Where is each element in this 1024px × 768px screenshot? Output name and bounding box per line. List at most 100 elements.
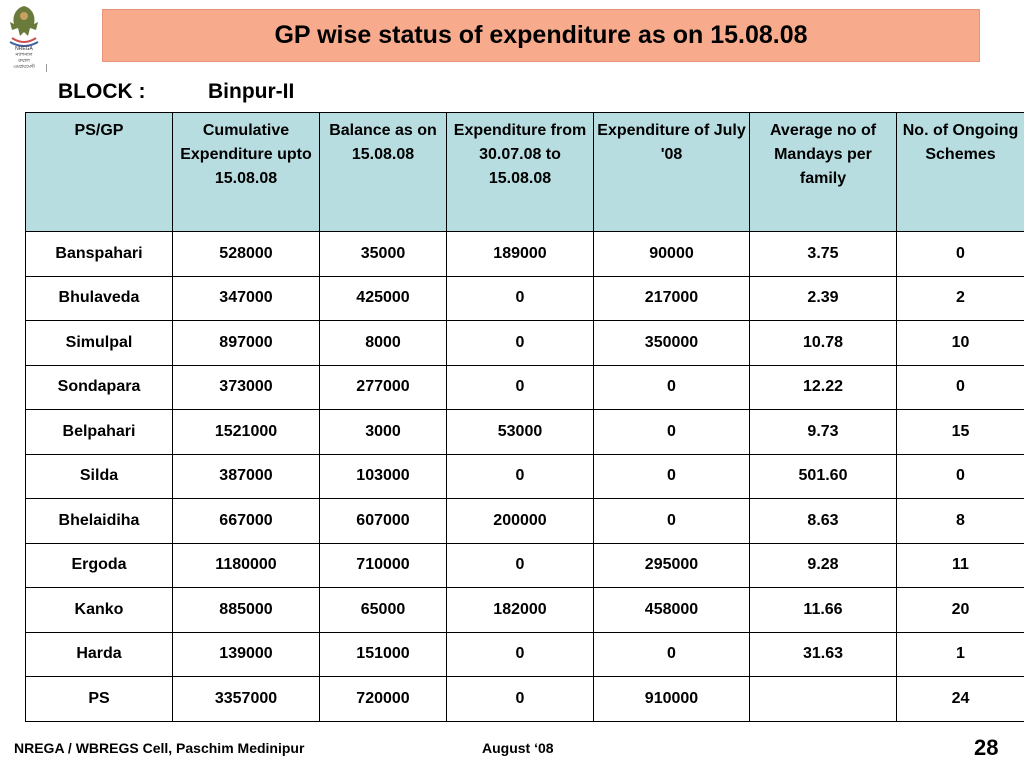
cell-cumulative-expenditure: 1521000 bbox=[172, 409, 320, 455]
logo-caption-4: এমপ্লয়মেন্ট bbox=[13, 64, 35, 70]
cell-balance: 710000 bbox=[319, 542, 447, 588]
cell-expenditure-period: 189000 bbox=[446, 231, 594, 277]
cell-gp-name: Sondapara bbox=[25, 364, 173, 410]
table-row: Belpahari 1521000 3000 53000 0 9.73 15 bbox=[25, 409, 1024, 455]
cell-balance: 8000 bbox=[319, 320, 447, 366]
cell-gp-name: Ergoda bbox=[25, 542, 173, 588]
cell-cumulative-expenditure: 885000 bbox=[172, 587, 320, 633]
nrega-emblem-icon bbox=[9, 6, 39, 47]
cell-expenditure-period: 0 bbox=[446, 453, 594, 499]
expenditure-table: PS/GP Cumulative Expenditure upto 15.08.… bbox=[25, 112, 1024, 722]
cell-ongoing-schemes: 24 bbox=[896, 676, 1024, 722]
block-line: BLOCK : Binpur-II bbox=[58, 80, 294, 104]
cell-cumulative-expenditure: 667000 bbox=[172, 498, 320, 544]
block-label: BLOCK : bbox=[58, 80, 146, 103]
cell-average-mandays bbox=[749, 676, 897, 722]
cell-expenditure-period: 0 bbox=[446, 676, 594, 722]
cell-average-mandays: 2.39 bbox=[749, 275, 897, 321]
cell-expenditure-july: 458000 bbox=[593, 587, 750, 633]
cell-expenditure-july: 910000 bbox=[593, 676, 750, 722]
title-banner: GP wise status of expenditure as on 15.0… bbox=[102, 9, 980, 62]
cell-ongoing-schemes: 15 bbox=[896, 409, 1024, 455]
cell-expenditure-july: 0 bbox=[593, 364, 750, 410]
cell-gp-name: Harda bbox=[25, 631, 173, 677]
cell-gp-name: Silda bbox=[25, 453, 173, 499]
cell-expenditure-july: 0 bbox=[593, 409, 750, 455]
logo-caption-3: রুরাল bbox=[18, 58, 30, 64]
cell-gp-name: PS bbox=[25, 676, 173, 722]
cell-gp-name: Bhelaidiha bbox=[25, 498, 173, 544]
cell-average-mandays: 10.78 bbox=[749, 320, 897, 366]
table-row: Ergoda 1180000 710000 0 295000 9.28 11 bbox=[25, 542, 1024, 588]
cell-ongoing-schemes: 2 bbox=[896, 275, 1024, 321]
cell-balance: 720000 bbox=[319, 676, 447, 722]
cell-ongoing-schemes: 0 bbox=[896, 453, 1024, 499]
cell-ongoing-schemes: 10 bbox=[896, 320, 1024, 366]
cell-balance: 3000 bbox=[319, 409, 447, 455]
logo-caption-1: NREGA bbox=[15, 46, 33, 52]
cell-expenditure-july: 350000 bbox=[593, 320, 750, 366]
cell-ongoing-schemes: 8 bbox=[896, 498, 1024, 544]
page-number: 28 bbox=[974, 735, 999, 760]
header-ongoing-schemes: No. of Ongoing Schemes bbox=[896, 112, 1024, 232]
cell-average-mandays: 11.66 bbox=[749, 587, 897, 633]
table-row: Bhelaidiha 667000 607000 200000 0 8.63 8 bbox=[25, 498, 1024, 544]
header-expenditure-period: Expenditure from 30.07.08 to 15.08.08 bbox=[446, 112, 594, 232]
logo-divider bbox=[46, 64, 47, 72]
nrega-logo: NREGA ন্যাশনাল রুরাল এমপ্লয়মেন্ট bbox=[2, 2, 46, 70]
cell-average-mandays: 9.28 bbox=[749, 542, 897, 588]
cell-gp-name: Simulpal bbox=[25, 320, 173, 366]
header-ps-gp: PS/GP bbox=[25, 112, 173, 232]
cell-ongoing-schemes: 0 bbox=[896, 364, 1024, 410]
cell-expenditure-period: 182000 bbox=[446, 587, 594, 633]
cell-expenditure-july: 217000 bbox=[593, 275, 750, 321]
table-row: PS 3357000 720000 0 910000 24 bbox=[25, 676, 1024, 722]
table-header-row: PS/GP Cumulative Expenditure upto 15.08.… bbox=[25, 112, 1024, 232]
table-row: Silda 387000 103000 0 0 501.60 0 bbox=[25, 453, 1024, 499]
cell-expenditure-period: 0 bbox=[446, 275, 594, 321]
table-row: Kanko 885000 65000 182000 458000 11.66 20 bbox=[25, 587, 1024, 633]
cell-cumulative-expenditure: 897000 bbox=[172, 320, 320, 366]
cell-cumulative-expenditure: 1180000 bbox=[172, 542, 320, 588]
cell-ongoing-schemes: 1 bbox=[896, 631, 1024, 677]
cell-ongoing-schemes: 20 bbox=[896, 587, 1024, 633]
slide-title: GP wise status of expenditure as on 15.0… bbox=[274, 21, 808, 49]
cell-ongoing-schemes: 0 bbox=[896, 231, 1024, 277]
logo-caption-2: ন্যাশনাল bbox=[15, 52, 33, 58]
cell-gp-name: Bhulaveda bbox=[25, 275, 173, 321]
cell-gp-name: Belpahari bbox=[25, 409, 173, 455]
header-balance: Balance as on 15.08.08 bbox=[319, 112, 447, 232]
cell-average-mandays: 12.22 bbox=[749, 364, 897, 410]
cell-expenditure-july: 0 bbox=[593, 453, 750, 499]
cell-average-mandays: 9.73 bbox=[749, 409, 897, 455]
cell-expenditure-july: 0 bbox=[593, 631, 750, 677]
cell-expenditure-period: 200000 bbox=[446, 498, 594, 544]
cell-cumulative-expenditure: 3357000 bbox=[172, 676, 320, 722]
cell-balance: 425000 bbox=[319, 275, 447, 321]
header-cumulative-expenditure: Cumulative Expenditure upto 15.08.08 bbox=[172, 112, 320, 232]
table-row: Bhulaveda 347000 425000 0 217000 2.39 2 bbox=[25, 275, 1024, 321]
cell-average-mandays: 3.75 bbox=[749, 231, 897, 277]
cell-gp-name: Banspahari bbox=[25, 231, 173, 277]
cell-expenditure-period: 0 bbox=[446, 542, 594, 588]
cell-expenditure-period: 53000 bbox=[446, 409, 594, 455]
cell-cumulative-expenditure: 528000 bbox=[172, 231, 320, 277]
cell-balance: 103000 bbox=[319, 453, 447, 499]
header-average-mandays: Average no of Mandays per family bbox=[749, 112, 897, 232]
cell-ongoing-schemes: 11 bbox=[896, 542, 1024, 588]
cell-average-mandays: 31.63 bbox=[749, 631, 897, 677]
table-row: Banspahari 528000 35000 189000 90000 3.75 0 bbox=[25, 231, 1024, 277]
cell-expenditure-period: 0 bbox=[446, 320, 594, 366]
cell-gp-name: Kanko bbox=[25, 587, 173, 633]
cell-expenditure-july: 90000 bbox=[593, 231, 750, 277]
table-body: Banspahari 528000 35000 189000 90000 3.75 0 Bhu… bbox=[25, 231, 1024, 722]
cell-cumulative-expenditure: 347000 bbox=[172, 275, 320, 321]
footer-organization: NREGA / WBREGS Cell, Paschim Medinipur bbox=[14, 740, 305, 756]
block-value: Binpur-II bbox=[208, 80, 295, 103]
cell-balance: 607000 bbox=[319, 498, 447, 544]
cell-balance: 151000 bbox=[319, 631, 447, 677]
cell-balance: 65000 bbox=[319, 587, 447, 633]
cell-cumulative-expenditure: 373000 bbox=[172, 364, 320, 410]
cell-expenditure-july: 295000 bbox=[593, 542, 750, 588]
cell-cumulative-expenditure: 387000 bbox=[172, 453, 320, 499]
